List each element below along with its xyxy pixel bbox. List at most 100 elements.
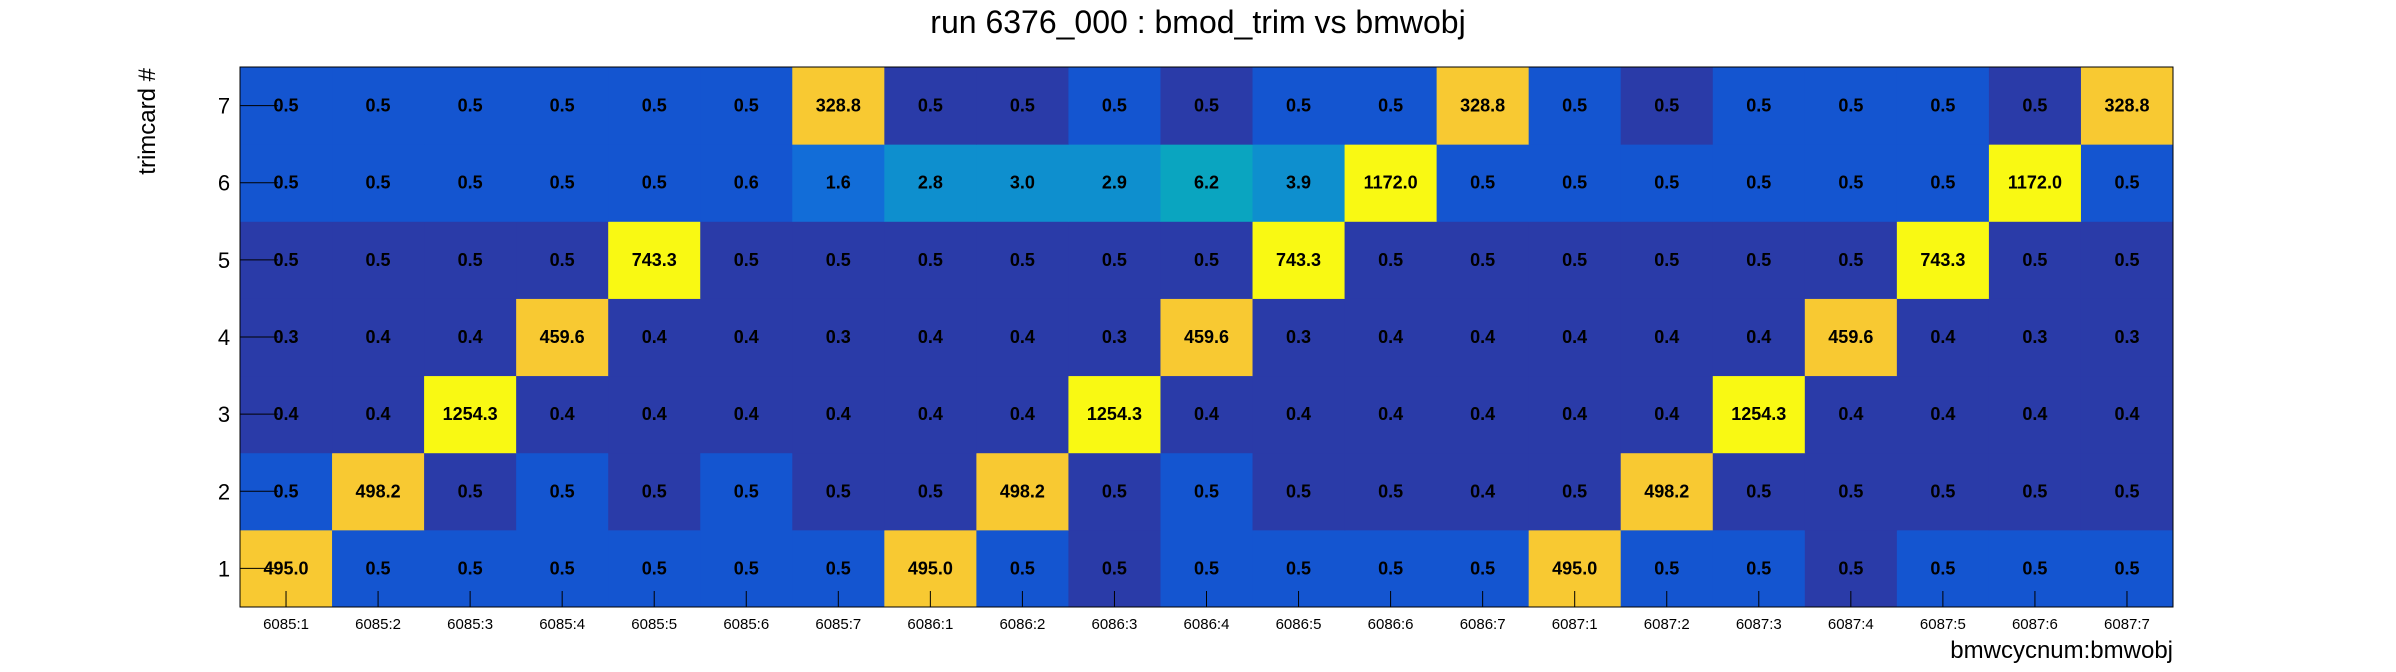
heatmap-cell — [608, 375, 701, 454]
heatmap-cell — [1620, 67, 1714, 145]
y-tick-label: 7 — [218, 94, 230, 119]
cell-value-label: 0.5 — [1746, 250, 1771, 270]
cell-value-label: 0.4 — [1562, 327, 1587, 347]
x-tick-label: 6085:3 — [447, 616, 493, 633]
cell-value-label: 0.5 — [458, 481, 483, 501]
cell-value-label: 0.5 — [642, 481, 667, 501]
cell-value-label: 0.5 — [2022, 96, 2047, 116]
cell-value-label: 0.5 — [1286, 96, 1311, 116]
cell-value-label: 0.5 — [1746, 96, 1771, 116]
heatmap-cell — [976, 67, 1069, 145]
cell-value-label: 0.5 — [274, 481, 299, 501]
cell-value-label: 1254.3 — [1731, 404, 1786, 424]
cell-value-label: 0.5 — [1102, 558, 1127, 578]
x-tick-label: 6086:6 — [1368, 616, 1414, 633]
cell-value-label: 495.0 — [908, 558, 953, 578]
heatmap-cell — [1252, 221, 1346, 299]
x-tick-label: 6085:2 — [355, 616, 401, 633]
cell-value-label: 0.5 — [1746, 558, 1771, 578]
cell-value-label: 0.5 — [1286, 481, 1311, 501]
heatmap-cell — [2080, 298, 2174, 377]
cell-value-label: 0.5 — [1010, 96, 1035, 116]
heatmap-cell — [1528, 144, 1622, 222]
cell-value-label: 0.3 — [274, 327, 299, 347]
heatmap-cell — [1068, 67, 1161, 145]
cell-value-label: 1254.3 — [1087, 404, 1142, 424]
cell-value-label: 0.5 — [1010, 250, 1035, 270]
heatmap-cell — [608, 298, 701, 377]
cell-value-label: 0.4 — [1470, 327, 1495, 347]
heatmap-cell — [1160, 452, 1254, 531]
cell-value-label: 0.5 — [458, 558, 483, 578]
heatmap-cell — [1344, 67, 1438, 145]
heatmap-cell — [1344, 221, 1438, 299]
heatmap-cell — [884, 221, 977, 299]
cell-value-label: 0.5 — [458, 96, 483, 116]
cell-value-label: 0.5 — [1378, 96, 1403, 116]
cell-value-label: 0.5 — [1378, 558, 1403, 578]
heatmap-cell — [700, 144, 793, 222]
cell-value-label: 0.5 — [642, 558, 667, 578]
heatmap-cell — [1620, 375, 1714, 454]
heatmap-cell — [608, 67, 701, 145]
cell-value-label: 0.5 — [1010, 558, 1035, 578]
cell-value-label: 0.4 — [366, 404, 391, 424]
heatmap-cell — [1436, 375, 1530, 454]
cell-value-label: 0.5 — [1930, 173, 1955, 193]
heatmap-cell — [1712, 67, 1806, 145]
cell-value-label: 0.5 — [918, 250, 943, 270]
cell-value-label: 0.4 — [550, 404, 575, 424]
heatmap-cell — [1344, 298, 1438, 377]
cell-value-label: 0.5 — [1102, 96, 1127, 116]
x-tick-label: 6086:1 — [907, 616, 953, 633]
heatmap-cell — [1620, 144, 1714, 222]
cell-value-label: 0.5 — [826, 250, 851, 270]
cell-value-label: 0.5 — [734, 250, 759, 270]
cell-value-label: 0.5 — [1102, 481, 1127, 501]
heatmap-cell — [424, 452, 517, 531]
heatmap-cell — [608, 221, 701, 299]
y-tick-label: 5 — [218, 248, 230, 273]
cell-value-label: 0.5 — [2114, 558, 2139, 578]
cell-value-label: 328.8 — [2104, 96, 2149, 116]
heatmap-cell — [1436, 144, 1530, 222]
x-tick-label: 6086:3 — [1092, 616, 1138, 633]
cell-value-label: 0.4 — [826, 404, 851, 424]
heatmap-cell — [1620, 221, 1714, 299]
heatmap-cell — [1068, 452, 1161, 531]
cell-value-label: 0.5 — [826, 558, 851, 578]
x-tick-label: 6085:4 — [539, 616, 585, 633]
cell-value-label: 2.8 — [918, 173, 943, 193]
x-tick-label: 6086:7 — [1460, 616, 1506, 633]
heatmap-cell — [332, 67, 425, 145]
cell-value-label: 0.5 — [1654, 558, 1679, 578]
cell-value-label: 0.5 — [2114, 481, 2139, 501]
cell-value-label: 0.5 — [2022, 250, 2047, 270]
heatmap-cell — [1896, 298, 1990, 377]
cell-value-label: 0.5 — [918, 96, 943, 116]
cell-value-label: 0.5 — [1562, 173, 1587, 193]
y-axis: 1 2 3 4 5 6 7 — [218, 94, 278, 581]
cell-value-label: 0.5 — [458, 250, 483, 270]
cell-value-label: 0.5 — [1102, 250, 1127, 270]
cell-value-label: 0.5 — [366, 96, 391, 116]
y-tick-label: 1 — [218, 556, 230, 581]
heatmap-cell — [1988, 298, 2082, 377]
heatmap-cell — [792, 67, 885, 145]
heatmap-cell — [792, 452, 885, 531]
heatmap-cell — [1988, 67, 2082, 145]
cell-value-label: 495.0 — [264, 558, 309, 578]
heatmap-cell — [1712, 221, 1806, 299]
y-tick-label: 2 — [218, 479, 230, 504]
cell-value-label: 0.3 — [826, 327, 851, 347]
heatmap-cell — [700, 67, 793, 145]
cell-value-label: 0.4 — [1470, 481, 1495, 501]
cell-value-label: 0.5 — [366, 173, 391, 193]
heatmap-cell — [516, 67, 609, 145]
x-tick-label: 6086:5 — [1276, 616, 1322, 633]
heatmap-cell — [1528, 375, 1622, 454]
heatmap-cell — [1436, 221, 1530, 299]
cell-value-label: 0.5 — [1930, 96, 1955, 116]
x-tick-label: 6085:1 — [263, 616, 309, 633]
x-tick-label: 6087:4 — [1828, 616, 1874, 633]
